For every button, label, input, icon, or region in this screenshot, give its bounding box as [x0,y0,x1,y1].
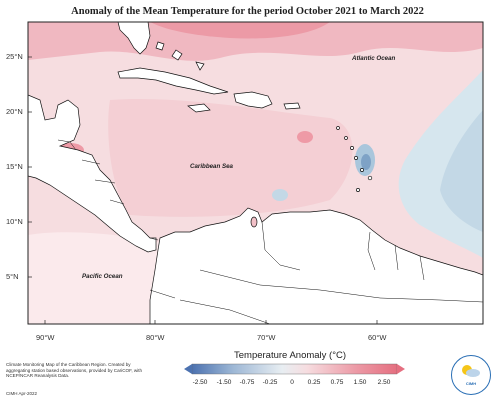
map-frame [27,21,484,325]
warm-anomaly-core [150,22,330,39]
legend-tick: 1.50 [353,379,367,386]
lon-label-70: 70°W [257,333,276,342]
border-colombia-peru [179,299,271,324]
cimh-logo: CIMH [451,355,491,395]
puerto-rico [283,102,301,110]
border-ecuador [149,289,176,299]
lat-label-10: 10°N [6,217,23,226]
legend-tick: 0.75 [330,379,344,386]
cool-pocket-venezuela [272,189,288,201]
bahamas-2 [171,49,183,61]
colorbar-right-cap [397,364,405,374]
lat-label-25: 25°N [6,52,23,61]
island-3 [350,146,354,150]
map-title: Anomaly of the Mean Temperature for the … [71,6,424,17]
lake-maracaibo [250,216,258,228]
legend-tick: 0.25 [307,379,321,386]
border-venezuela-guyana [367,231,376,271]
border-brazil [199,269,483,303]
legend-tick: -2.50 [192,379,208,386]
footnote-credit: CIMH Apr-2022 [6,391,38,396]
logo-label: CIMH [465,381,477,386]
island-7 [356,188,360,192]
border-nicaragua [94,179,116,184]
lat-label-20: 20°N [6,107,23,116]
south-america [149,207,483,324]
warm-pocket-pr [297,131,313,143]
cool-anomaly-atlantic-inner [440,110,483,232]
lat-label-5: 5°N [6,272,19,281]
border-suriname-fg [419,255,425,281]
jamaica [187,103,211,113]
border-honduras [81,159,101,165]
lat-label-15: 15°N [6,162,23,171]
border-costa-rica [109,199,125,205]
legend-tick: 2.50 [377,379,391,386]
sun-cloud-icon [462,365,480,377]
bahamas-3 [195,61,205,71]
colorbar [191,363,398,375]
lon-label-90: 90°W [36,333,55,342]
island-6 [367,175,373,181]
lon-label-60: 60°W [368,333,387,342]
lon-label-80: 80°W [146,333,165,342]
island-5 [360,168,364,172]
florida [117,22,151,55]
border-guyana-suriname [394,244,399,271]
border-colombia-venezuela [261,221,301,271]
legend-tick: -0.75 [239,379,255,386]
atlantic-ocean-label: Atlantic Ocean [352,55,396,62]
caribbean-sea-label: Caribbean Sea [190,163,233,170]
pacific-ocean-label: Pacific Ocean [82,273,123,280]
legend-tick: 0 [290,379,294,386]
legend-tick: -1.50 [216,379,232,386]
bahamas-1 [155,41,165,51]
border-mexico-guatemala [57,139,77,151]
colorbar-left-cap [184,364,192,374]
legend-tick: -0.25 [262,379,278,386]
cuba [117,67,229,95]
border-panama-colombia [149,237,159,241]
cool-core-antilles [361,154,371,170]
footnote: Climate Monitoring Map of the Caribbean … [6,362,143,379]
hispaniola [233,91,273,109]
island-1 [336,126,340,130]
island-4 [354,156,358,160]
central-america [28,94,157,253]
legend-title: Temperature Anomaly (°C) [234,350,347,361]
island-2 [344,136,348,140]
caribbean-anomaly [108,99,353,217]
